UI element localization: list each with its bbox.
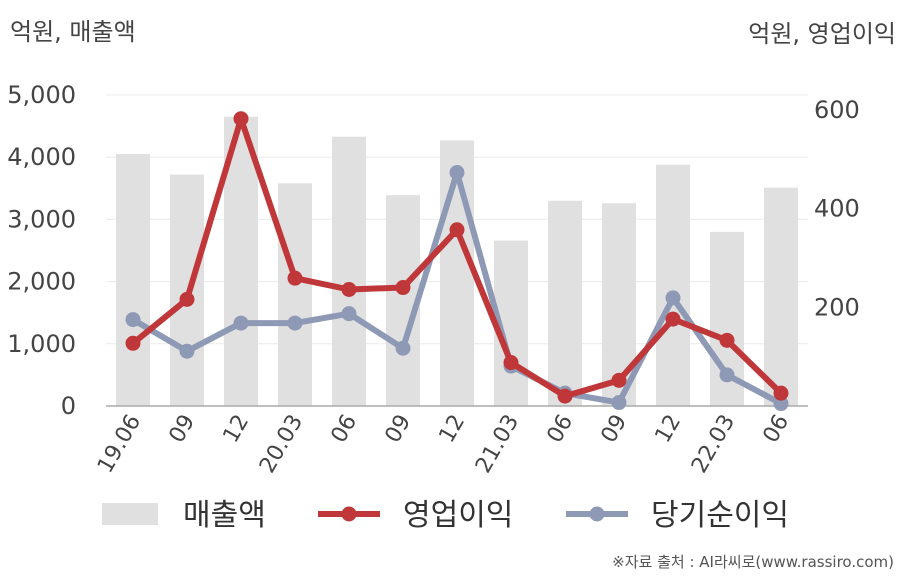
source-credit: ※자료 출처 : AI라씨로(www.rassiro.com) <box>612 553 894 571</box>
y-left-tick-label: 4,000 <box>7 143 76 171</box>
y-left-tick-label: 0 <box>61 392 76 420</box>
point-net-income <box>233 315 249 331</box>
x-tick-label: 21.03 <box>471 411 524 478</box>
x-tick-label: 06 <box>759 411 795 448</box>
x-tick-label: 12 <box>219 411 255 448</box>
bar-revenue <box>764 187 798 406</box>
left-axis-unit-label: 억원, 매출액 <box>10 18 136 46</box>
x-tick-label: 12 <box>651 411 687 448</box>
point-operating-profit <box>557 388 573 404</box>
bar-revenue <box>440 140 474 406</box>
point-operating-profit <box>773 385 789 401</box>
x-tick-label: 09 <box>381 411 417 448</box>
x-tick-label: 06 <box>327 411 363 448</box>
bar-revenue <box>548 200 582 406</box>
legend-swatch-revenue <box>102 503 158 525</box>
y-left-tick-label: 5,000 <box>7 81 76 109</box>
point-operating-profit <box>503 355 519 371</box>
point-net-income <box>719 367 735 383</box>
bar-revenue <box>116 154 150 406</box>
point-operating-profit <box>665 311 681 327</box>
legend-label-revenue: 매출액 <box>183 498 266 533</box>
point-operating-profit <box>449 222 465 238</box>
point-net-income <box>449 165 465 181</box>
y-left-tick-label: 1,000 <box>7 330 76 358</box>
x-tick-label: 12 <box>435 411 471 448</box>
legend-marker-operating-profit <box>341 506 357 522</box>
x-tick-label: 09 <box>165 411 201 448</box>
x-tick-label: 09 <box>597 411 633 448</box>
point-net-income <box>125 312 141 328</box>
x-tick-label: 06 <box>543 411 579 448</box>
y-right-tick-label: 600 <box>814 96 860 124</box>
point-net-income <box>611 395 627 411</box>
right-axis-unit-label: 억원, 영업이익 <box>748 20 896 48</box>
point-net-income <box>341 306 357 322</box>
point-operating-profit <box>287 270 303 286</box>
point-net-income <box>287 315 303 331</box>
point-operating-profit <box>719 332 735 348</box>
point-net-income <box>665 290 681 306</box>
legend-label-net-income: 당기순이익 <box>651 498 789 533</box>
y-left-tick-label: 2,000 <box>7 268 76 296</box>
y-right-tick-label: 400 <box>814 195 860 223</box>
x-tick-label: 20.03 <box>255 411 308 478</box>
point-net-income <box>395 340 411 356</box>
point-operating-profit <box>179 291 195 307</box>
point-operating-profit <box>233 111 249 127</box>
y-left-tick-label: 3,000 <box>7 205 76 233</box>
point-net-income <box>179 343 195 359</box>
point-operating-profit <box>395 280 411 296</box>
point-operating-profit <box>125 335 141 351</box>
legend-marker-net-income <box>589 506 605 522</box>
bar-revenue <box>386 195 420 406</box>
bar-revenue <box>656 164 690 406</box>
bar-revenue <box>332 136 366 406</box>
point-operating-profit <box>611 372 627 388</box>
point-operating-profit <box>341 281 357 297</box>
bar-revenue <box>278 183 312 406</box>
x-tick-label: 19.06 <box>93 411 146 478</box>
point-net-income <box>773 396 789 412</box>
y-right-tick-label: 200 <box>814 293 860 321</box>
legend-label-operating-profit: 영업이익 <box>403 498 513 533</box>
bar-revenue <box>602 203 636 406</box>
x-tick-label: 22.03 <box>687 411 740 478</box>
